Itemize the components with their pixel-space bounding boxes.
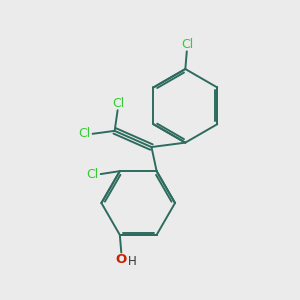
Text: Cl: Cl xyxy=(182,38,194,51)
Text: Cl: Cl xyxy=(79,127,91,140)
Text: O: O xyxy=(116,253,127,266)
Text: Cl: Cl xyxy=(87,168,99,181)
Text: Cl: Cl xyxy=(112,97,124,110)
Text: H: H xyxy=(128,256,136,268)
